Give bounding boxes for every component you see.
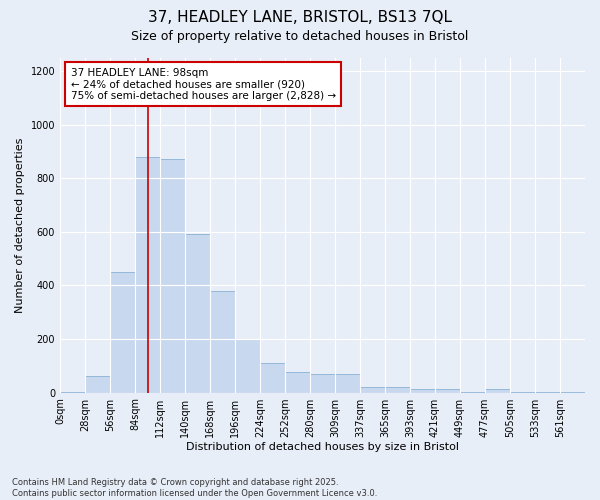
- Bar: [185, 234, 210, 392]
- Bar: [485, 388, 510, 392]
- Bar: [335, 374, 360, 392]
- Bar: [110, 272, 135, 392]
- Text: Size of property relative to detached houses in Bristol: Size of property relative to detached ho…: [131, 30, 469, 43]
- Bar: [435, 388, 460, 392]
- Bar: [285, 372, 310, 392]
- Bar: [385, 387, 410, 392]
- Y-axis label: Number of detached properties: Number of detached properties: [15, 138, 25, 312]
- Bar: [260, 363, 285, 392]
- Bar: [210, 290, 235, 392]
- Bar: [410, 388, 435, 392]
- Text: 37, HEADLEY LANE, BRISTOL, BS13 7QL: 37, HEADLEY LANE, BRISTOL, BS13 7QL: [148, 10, 452, 25]
- Bar: [360, 387, 385, 392]
- Bar: [160, 160, 185, 392]
- Text: Contains HM Land Registry data © Crown copyright and database right 2025.
Contai: Contains HM Land Registry data © Crown c…: [12, 478, 377, 498]
- Bar: [235, 339, 260, 392]
- Bar: [310, 374, 335, 392]
- X-axis label: Distribution of detached houses by size in Bristol: Distribution of detached houses by size …: [186, 442, 459, 452]
- Bar: [85, 376, 110, 392]
- Text: 37 HEADLEY LANE: 98sqm
← 24% of detached houses are smaller (920)
75% of semi-de: 37 HEADLEY LANE: 98sqm ← 24% of detached…: [71, 68, 335, 101]
- Bar: [135, 156, 160, 392]
